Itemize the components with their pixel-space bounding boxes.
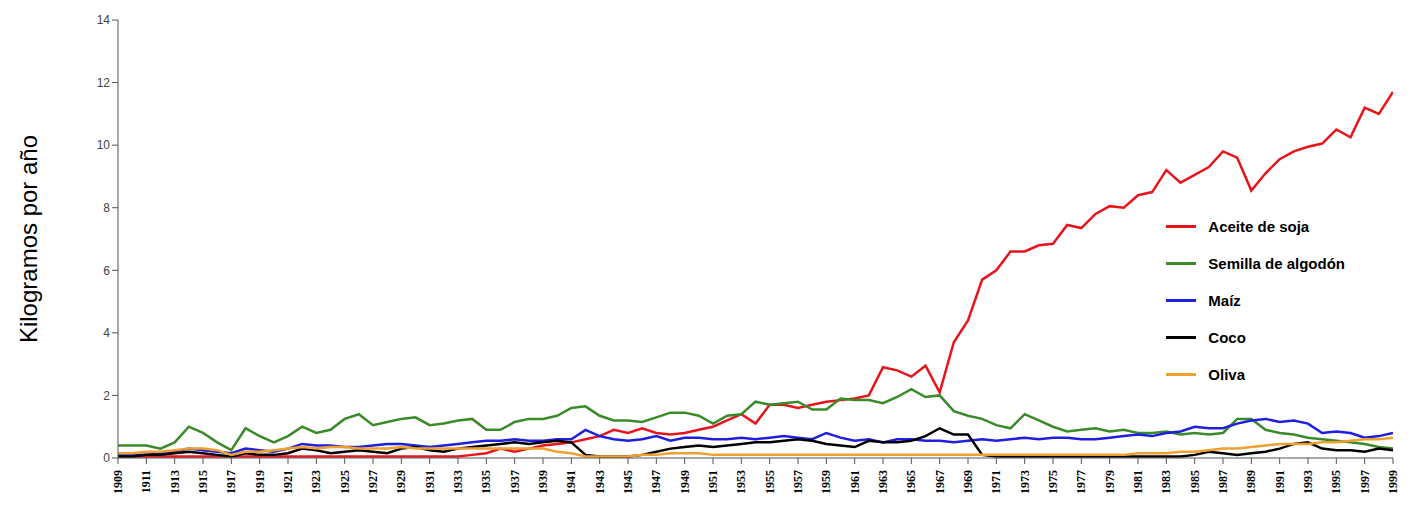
svg-text:1933: 1933 bbox=[451, 470, 465, 494]
svg-text:1913: 1913 bbox=[168, 470, 182, 494]
svg-text:1955: 1955 bbox=[763, 470, 777, 494]
svg-text:1963: 1963 bbox=[876, 470, 890, 494]
svg-text:1947: 1947 bbox=[649, 470, 663, 494]
html-text:Oliva: Oliva bbox=[1208, 366, 1245, 383]
svg-text:1927: 1927 bbox=[366, 470, 380, 494]
svg-text:12: 12 bbox=[97, 76, 111, 90]
svg-text:1985: 1985 bbox=[1188, 470, 1202, 494]
html-text:Maíz: Maíz bbox=[1208, 292, 1241, 309]
svg-text:1969: 1969 bbox=[961, 470, 975, 494]
svg-text:1987: 1987 bbox=[1216, 470, 1230, 494]
svg-text:1991: 1991 bbox=[1273, 470, 1287, 494]
svg-text:1983: 1983 bbox=[1159, 470, 1173, 494]
svg-text:1909: 1909 bbox=[111, 470, 125, 494]
html-text:Coco: Coco bbox=[1208, 329, 1246, 346]
svg-text:Kilogramos por año: Kilogramos por año bbox=[15, 135, 42, 343]
svg-text:1915: 1915 bbox=[196, 470, 210, 494]
svg-text:6: 6 bbox=[103, 264, 110, 278]
svg-text:1911: 1911 bbox=[139, 470, 153, 493]
html-text:Semilla de algodón: Semilla de algodón bbox=[1208, 255, 1345, 272]
svg-text:1977: 1977 bbox=[1074, 470, 1088, 494]
svg-text:1917: 1917 bbox=[224, 470, 238, 494]
svg-text:1975: 1975 bbox=[1046, 470, 1060, 494]
svg-text:1945: 1945 bbox=[621, 470, 635, 494]
svg-text:1973: 1973 bbox=[1018, 470, 1032, 494]
svg-text:1997: 1997 bbox=[1358, 470, 1372, 494]
svg-text:4: 4 bbox=[103, 326, 110, 340]
svg-text:1939: 1939 bbox=[536, 470, 550, 494]
svg-text:1941: 1941 bbox=[564, 470, 578, 494]
html-text:Aceite de soja: Aceite de soja bbox=[1208, 218, 1310, 235]
svg-text:1925: 1925 bbox=[338, 470, 352, 494]
svg-text:1921: 1921 bbox=[281, 470, 295, 494]
svg-text:1929: 1929 bbox=[394, 470, 408, 494]
svg-text:10: 10 bbox=[97, 138, 111, 152]
svg-text:1989: 1989 bbox=[1244, 470, 1258, 494]
svg-text:14: 14 bbox=[97, 13, 111, 27]
svg-text:1935: 1935 bbox=[479, 470, 493, 494]
svg-text:1943: 1943 bbox=[593, 470, 607, 494]
svg-text:1951: 1951 bbox=[706, 470, 720, 494]
svg-text:1993: 1993 bbox=[1301, 470, 1315, 494]
svg-text:1979: 1979 bbox=[1103, 470, 1117, 494]
svg-text:1923: 1923 bbox=[309, 470, 323, 494]
svg-text:1971: 1971 bbox=[989, 470, 1003, 494]
svg-text:1957: 1957 bbox=[791, 470, 805, 494]
svg-text:8: 8 bbox=[103, 201, 110, 215]
svg-text:1931: 1931 bbox=[423, 470, 437, 494]
svg-text:1959: 1959 bbox=[819, 470, 833, 494]
svg-text:1919: 1919 bbox=[253, 470, 267, 494]
svg-text:2: 2 bbox=[103, 389, 110, 403]
svg-text:0: 0 bbox=[103, 451, 110, 465]
svg-text:1949: 1949 bbox=[678, 470, 692, 494]
svg-text:1981: 1981 bbox=[1131, 470, 1145, 494]
svg-text:1967: 1967 bbox=[933, 470, 947, 494]
svg-text:1965: 1965 bbox=[904, 470, 918, 494]
svg-text:1961: 1961 bbox=[848, 470, 862, 494]
svg-text:1999: 1999 bbox=[1386, 470, 1400, 494]
svg-text:1953: 1953 bbox=[734, 470, 748, 494]
svg-text:1937: 1937 bbox=[508, 470, 522, 494]
svg-text:1995: 1995 bbox=[1329, 470, 1343, 494]
